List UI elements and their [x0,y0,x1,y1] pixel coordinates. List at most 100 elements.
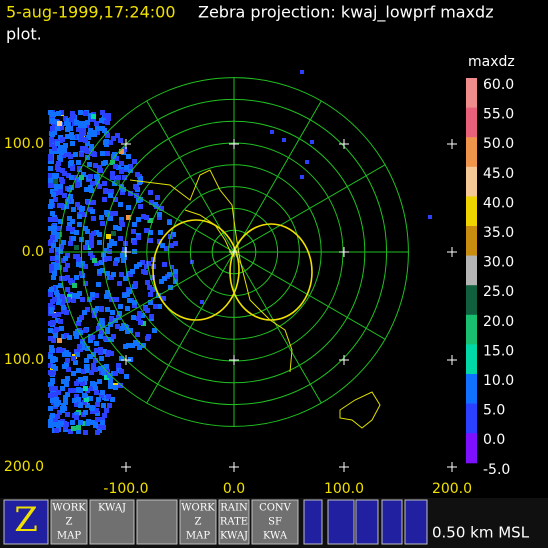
toolbar-button[interactable]: WORK Z MAP [50,499,88,545]
echo-cell [55,164,60,169]
echo-cell [105,133,110,138]
echo-cell [100,126,105,131]
button-label[interactable]: SF [268,517,282,528]
button-label[interactable]: WORK [52,503,86,514]
echo-cell [72,293,77,298]
button-face[interactable] [218,499,250,545]
echo-cell [91,231,96,236]
echo-cell [94,341,99,346]
echo-cell [49,287,54,292]
colorbar-swatch [466,196,477,227]
button-label[interactable]: MAP [186,531,210,542]
colorbar-label: 60.0 [483,77,514,93]
colorbar-swatch [466,255,477,286]
echo-cell [50,189,55,194]
echo-cell [53,394,58,399]
toolbar-button[interactable]: RAIN RATE KWAJ [218,499,250,545]
echo-cell [83,138,88,143]
button-label[interactable]: Z [14,500,38,540]
radar-echoes [48,70,432,435]
button-label[interactable]: MAP [57,531,81,542]
echo-cell [113,211,118,216]
echo-cell [79,132,84,137]
button-face[interactable] [3,499,49,545]
button-face[interactable] [50,499,88,545]
button-label[interactable]: RAIN [220,503,248,514]
echo-cell [49,345,54,350]
echo-cell [94,390,99,395]
echo-cell [71,371,76,376]
echo-cell [69,132,74,137]
button-label[interactable]: Z [66,517,73,528]
toolbar-button[interactable]: KWAJ [89,499,135,545]
button-label[interactable]: Z [195,517,202,528]
toolbar-icon[interactable] [404,499,428,545]
echo-cell [136,198,141,203]
button-label[interactable]: CONV [259,503,292,514]
echo-cell [68,241,73,246]
button-face[interactable] [251,499,299,545]
echo-cell [101,370,106,375]
echo-cell [102,181,107,186]
echo-cell [96,424,101,429]
echo-cell [127,289,132,294]
button-label[interactable]: KWAJ [98,503,126,514]
echo-cell [52,329,57,334]
grid-marker [447,247,457,257]
echo-cell [61,153,66,158]
echo-cell [125,329,130,334]
echo-cell [73,388,78,393]
echo-cell [50,299,55,304]
toolbar-button[interactable]: CONV SF KWA [251,499,299,545]
echo-cell [64,350,69,355]
echo-cell [86,200,91,205]
echo-cell [61,240,66,245]
echo-cell [48,204,53,209]
echo-cell [123,344,128,349]
echo-cell [138,176,143,181]
button-label[interactable]: KWA [263,531,288,542]
echo-cell [122,147,127,152]
echo-cell [71,426,76,431]
toolbar-button[interactable]: WORK Z MAP [179,499,217,545]
echo-cell [52,173,57,178]
button-label[interactable]: WORK [181,503,215,514]
echo-cell [101,403,106,408]
toolbar-icon[interactable] [327,499,355,545]
echo-cell [113,164,118,169]
echo-cell [120,222,125,227]
echo-cell [146,334,151,339]
toolbar-icon[interactable] [303,499,323,545]
button-label[interactable]: RATE [220,517,248,528]
button-face[interactable] [89,499,135,545]
echo-cell [89,405,94,410]
echo-cell [48,240,53,245]
toolbar-icon[interactable] [355,499,379,545]
colorbar-swatch [466,374,477,405]
echo-cell [109,337,114,342]
toolbar-button[interactable]: Z [3,499,49,545]
colorbar-label: 30.0 [483,255,514,271]
echo-cell [94,348,99,353]
map-overlay [152,219,313,321]
echo-cell [100,110,105,115]
grid-marker [447,462,457,472]
button-label[interactable]: KWAJ [220,531,248,542]
echo-cell [190,260,194,264]
echo-cell [100,268,105,273]
toolbar-button[interactable] [136,499,178,545]
toolbar-icon[interactable] [381,499,403,545]
echo-cell [61,305,66,310]
echo-cell [64,310,69,315]
echo-cell [76,425,81,430]
button-face[interactable] [179,499,217,545]
echo-cell [113,225,118,230]
echo-cell [130,269,135,274]
colorbar-swatch [466,78,477,109]
button-face[interactable] [136,499,178,545]
echo-cell [149,314,154,319]
echo-cell [70,135,75,140]
echo-cell [75,183,80,188]
echo-cell [109,297,114,302]
echo-cell [99,215,104,220]
